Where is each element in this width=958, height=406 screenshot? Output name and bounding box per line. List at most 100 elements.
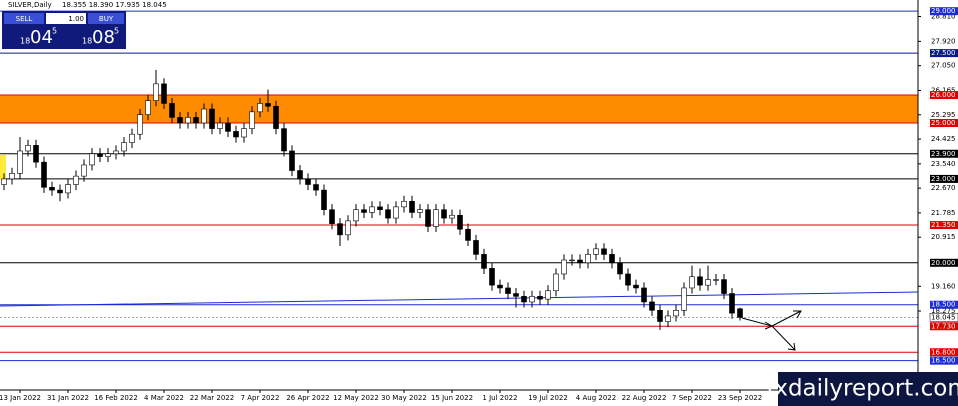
candle-body [641, 287, 647, 303]
y-tick-label: 25.295 [931, 111, 956, 119]
bid-pip: 5 [52, 27, 57, 36]
candle-body [241, 128, 247, 138]
candle-body [281, 128, 287, 152]
arrow-line [741, 317, 773, 327]
candle-body [169, 103, 175, 118]
level-tag [930, 49, 958, 58]
x-tick-label: 22 Aug 2022 [622, 394, 667, 402]
level-tag [930, 119, 958, 128]
arrows [741, 310, 802, 351]
lot-input[interactable] [46, 13, 86, 24]
candle-body [729, 293, 735, 314]
level-tag [930, 300, 958, 309]
candle-body [721, 279, 727, 294]
level-label: 29.000 [931, 7, 956, 15]
x-tick-label: 1 Jul 2022 [482, 394, 517, 402]
candle-body [289, 150, 295, 171]
candle-body [73, 175, 79, 185]
highlight [0, 155, 6, 180]
candle-body [537, 296, 543, 300]
level-label: 16.800 [931, 348, 956, 356]
candle-body [673, 310, 679, 317]
candle-body [705, 279, 711, 286]
buy-button[interactable] [88, 13, 124, 24]
x-tick-label: 15 Jun 2022 [431, 394, 473, 402]
candle-body [649, 301, 655, 311]
candle-body [377, 206, 383, 210]
level-tag [930, 174, 958, 183]
arrow-line [771, 310, 802, 327]
x-tick-label: 16 Feb 2022 [94, 394, 138, 402]
arrow-head [787, 342, 796, 351]
candle-body [497, 284, 503, 289]
zone [0, 95, 918, 124]
candle-body [657, 310, 663, 322]
ask-pip: 5 [114, 27, 119, 36]
x-tick-label: 23 Sep 2022 [718, 394, 762, 402]
candle-body [473, 240, 479, 255]
last-price-label: 18.045 [931, 313, 956, 321]
arrow-head [793, 310, 802, 319]
level-label: 23.000 [931, 175, 956, 183]
candle-body [609, 254, 615, 264]
x-tick-label: 22 Mar 2022 [190, 394, 234, 402]
x-tick-label: 26 Apr 2022 [286, 394, 329, 402]
level-label: 17.730 [931, 322, 956, 330]
candle-body [17, 150, 23, 174]
candle-body [321, 189, 327, 210]
level-tag [930, 356, 958, 365]
arrow-line [771, 325, 796, 351]
last-price-tag [929, 313, 958, 322]
x-tick-label: 7 Apr 2022 [241, 394, 280, 402]
candle-body [513, 293, 519, 297]
trade-panel: SELL 1.00 BUY 18 04 5 18 08 5 [2, 11, 126, 49]
candle-body [465, 228, 471, 241]
candle-body [177, 117, 183, 124]
y-tick-label: 21.785 [931, 209, 956, 217]
candle-body [617, 262, 623, 275]
sell-label[interactable]: SELL [16, 15, 33, 23]
x-tick-label: 12 May 2022 [333, 394, 379, 402]
candle-body [441, 209, 447, 219]
candle-body [625, 273, 631, 286]
candle-body [457, 214, 463, 230]
candle-body [329, 209, 335, 224]
y-tick-label: 24.425 [931, 135, 956, 143]
ask-big: 18 [82, 37, 92, 46]
candle-body [201, 108, 207, 124]
quote: 18.355 18.390 17.935 18.045 [62, 1, 167, 9]
level-tag [930, 348, 958, 357]
candle-body [353, 209, 359, 222]
candle-body [361, 209, 367, 213]
y-tick-label: 27.050 [931, 62, 956, 70]
candle-body [433, 209, 439, 227]
level-label: 27.500 [931, 49, 956, 57]
candle-body [1, 178, 7, 185]
level-label: 21.350 [931, 221, 956, 229]
candle-body [561, 259, 567, 275]
level-label: 25.000 [931, 119, 956, 127]
candle-body [41, 161, 47, 188]
level-tag [930, 149, 958, 158]
candle-body [313, 184, 319, 191]
candle-body [401, 200, 407, 208]
bid-big: 18 [20, 37, 30, 46]
candle-body [689, 276, 695, 289]
candle-body [481, 254, 487, 269]
candle-body [273, 105, 279, 129]
candle-body [81, 164, 87, 177]
candle-body [585, 254, 591, 264]
x-tick-label: 13 Jan 2022 [0, 394, 41, 402]
level-tag [930, 322, 958, 331]
candle-body [65, 184, 71, 194]
candle-body [121, 142, 127, 152]
level-tag [930, 221, 958, 230]
buy-label[interactable]: BUY [99, 15, 114, 23]
sell-button[interactable] [4, 13, 44, 24]
candle-body [25, 145, 31, 152]
watermark: fxdailyreport.com [766, 376, 958, 402]
candle-body [297, 170, 303, 180]
lot-value[interactable]: 1.00 [68, 15, 84, 23]
candle-body [249, 111, 255, 129]
level-tag [930, 258, 958, 267]
